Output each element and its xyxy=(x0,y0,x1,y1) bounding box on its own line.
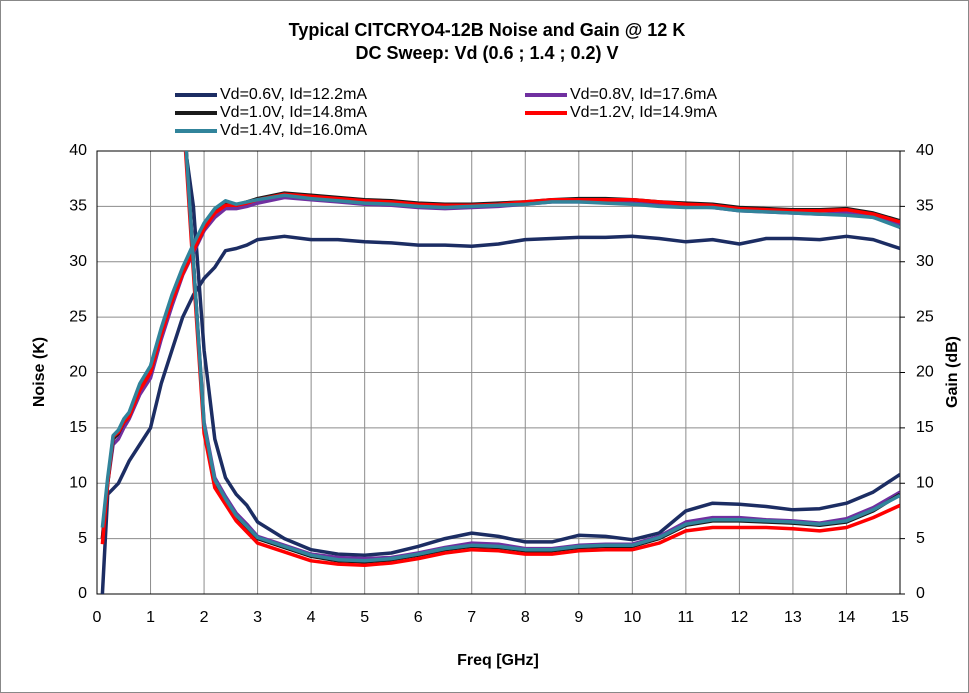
x-tick-label: 8 xyxy=(521,609,530,626)
plot-frame xyxy=(96,150,901,595)
x-axis-label: Freq [GHz] xyxy=(457,652,539,669)
y-tick-label: 35 xyxy=(69,198,87,215)
plot-lines xyxy=(100,151,900,594)
y-tick-label: 20 xyxy=(69,364,87,381)
x-tick-label: 1 xyxy=(146,609,155,626)
x-tick-label: 6 xyxy=(414,609,423,626)
legend-label: Vd=0.8V, Id=17.6mA xyxy=(570,86,717,103)
y2-tick-label: 25 xyxy=(916,308,934,325)
x-tick-label: 14 xyxy=(838,609,856,626)
y2-tick-label: 35 xyxy=(916,198,934,215)
x-tick-label: 3 xyxy=(253,609,262,626)
x-tick-label: 11 xyxy=(678,609,695,626)
y-tick-label: 40 xyxy=(69,142,87,159)
y2-tick-label: 10 xyxy=(916,474,934,491)
x-tick-label: 7 xyxy=(467,609,476,626)
y2-tick-label: 30 xyxy=(916,253,934,270)
x-tick-label: 10 xyxy=(623,609,641,626)
y-tick-label: 0 xyxy=(78,585,87,602)
x-tick-label: 9 xyxy=(574,609,583,626)
y-tick-label: 5 xyxy=(78,530,87,547)
y-tick-label: 10 xyxy=(69,474,87,491)
x-tick-label: 0 xyxy=(93,609,102,626)
noise-line xyxy=(184,151,900,563)
y2-tick-label: 5 xyxy=(916,530,925,547)
x-tick-label: 15 xyxy=(891,609,909,626)
y-axis-label: Noise (K) xyxy=(31,337,48,407)
x-tick-label: 5 xyxy=(360,609,369,626)
legend-label: Vd=1.0V, Id=14.8mA xyxy=(220,104,367,121)
legend-label: Vd=0.6V, Id=12.2mA xyxy=(220,86,367,103)
gain-line xyxy=(100,193,900,528)
gain-line xyxy=(100,234,900,594)
gain-line xyxy=(100,192,900,545)
y2-axis-label: Gain (dB) xyxy=(944,336,961,408)
x-tick-label: 4 xyxy=(307,609,316,626)
y2-tick-label: 0 xyxy=(916,585,925,602)
y-tick-label: 15 xyxy=(69,419,87,436)
noise-line xyxy=(183,151,900,567)
x-tick-label: 12 xyxy=(731,609,749,626)
y-tick-label: 25 xyxy=(69,308,87,325)
y2-tick-label: 20 xyxy=(916,364,934,381)
legend-label: Vd=1.2V, Id=14.9mA xyxy=(570,104,717,121)
y-tick-label: 30 xyxy=(69,253,87,270)
chart-title: Typical CITCRYO4-12B Noise and Gain @ 12… xyxy=(289,20,686,40)
x-tick-label: 2 xyxy=(200,609,209,626)
y2-tick-label: 15 xyxy=(916,419,934,436)
noise-line xyxy=(183,151,900,557)
x-tick-label: 13 xyxy=(784,609,802,626)
y2-tick-label: 40 xyxy=(916,142,934,159)
chart-subtitle: DC Sweep: Vd (0.6 ; 1.4 ; 0.2) V xyxy=(355,43,618,63)
legend-label: Vd=1.4V, Id=16.0mA xyxy=(220,122,367,139)
